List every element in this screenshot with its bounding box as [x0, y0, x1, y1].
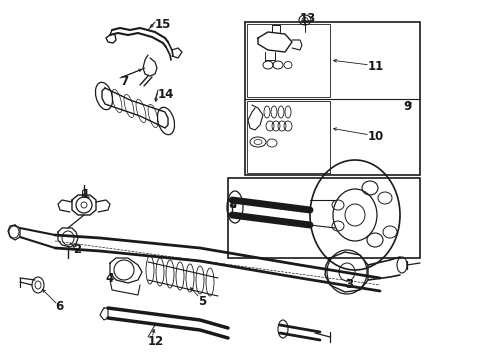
Text: 5: 5 — [198, 295, 206, 308]
Text: 12: 12 — [148, 335, 164, 348]
Text: 13: 13 — [300, 12, 316, 25]
Text: 1: 1 — [82, 188, 90, 201]
Text: 7: 7 — [120, 75, 128, 88]
Text: 11: 11 — [368, 60, 384, 73]
Text: 9: 9 — [403, 100, 411, 113]
Text: 6: 6 — [55, 300, 63, 313]
Text: 14: 14 — [158, 88, 174, 101]
Bar — [247, 24, 330, 96]
Text: 8: 8 — [228, 198, 236, 211]
Bar — [247, 100, 330, 173]
Bar — [228, 178, 420, 258]
Text: 2: 2 — [73, 243, 81, 256]
Text: 10: 10 — [368, 130, 384, 143]
Text: 3: 3 — [345, 278, 353, 291]
Bar — [245, 22, 420, 175]
Text: 4: 4 — [105, 272, 113, 285]
Text: 15: 15 — [155, 18, 172, 31]
